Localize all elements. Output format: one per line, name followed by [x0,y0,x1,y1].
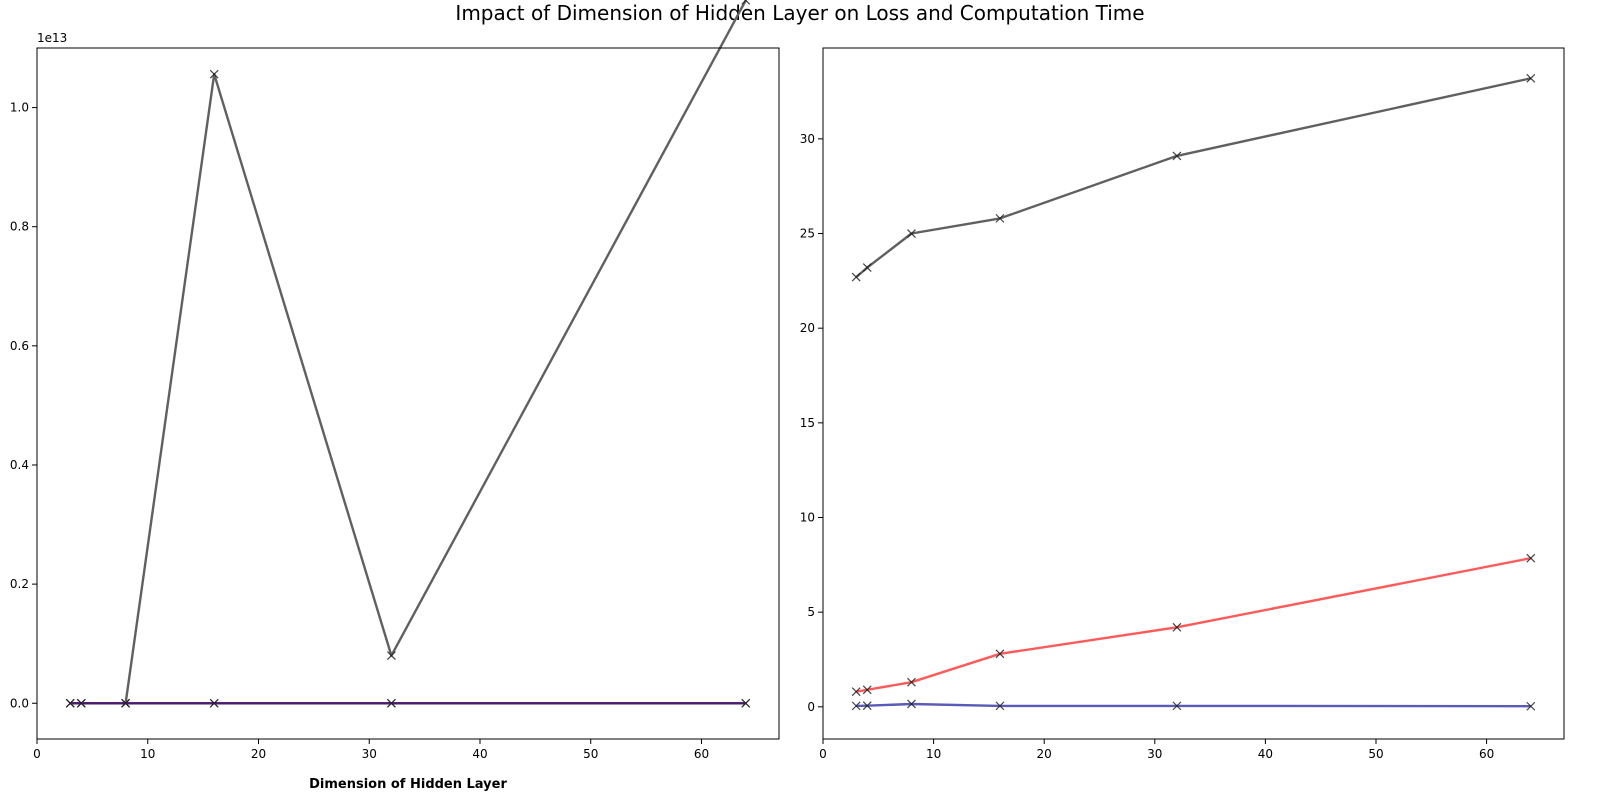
marker-stroke [862,701,872,711]
x-tick-label: 60 [694,747,709,761]
x-tick-label: 30 [1147,747,1162,761]
marker-stroke [741,698,751,708]
data-point [851,687,861,697]
marker-stroke [995,701,1005,711]
marker-stroke [862,685,872,695]
y-offset-label: 1e13 [37,31,67,45]
data-point [907,677,916,687]
marker-stroke [65,698,75,708]
marker-stroke [741,0,747,5]
y-tick-label: 10 [800,511,815,525]
x-tick-label: 10 [926,747,941,761]
y-tick-label: 15 [800,416,815,430]
data-point [862,685,872,695]
marker-stroke [1526,701,1536,711]
y-tick-label: 0.4 [10,458,29,472]
series-line-2 [856,702,1531,708]
marker-stroke [386,698,396,708]
marker-stroke [1172,622,1182,632]
plot-area-frame [822,47,1565,740]
marker-stroke [907,699,916,709]
data-point [995,701,1005,711]
data-point [1172,701,1182,711]
marker-stroke [386,651,396,661]
x-tick-label: 40 [472,747,487,761]
y-tick-label: 30 [800,132,815,146]
data-point [76,698,86,708]
marker-stroke [1172,151,1182,161]
data-point [907,699,916,709]
marker-stroke [851,701,861,711]
marker-stroke [209,69,219,79]
y-tick-label: 0.0 [10,696,29,710]
data-point [65,698,75,708]
x-tick-label: 40 [1258,747,1273,761]
data-point [1526,701,1536,711]
data-point [1172,622,1182,632]
x-tick-label: 10 [140,747,155,761]
marker-stroke [209,698,219,708]
y-tick-label: 20 [800,321,815,335]
marker-stroke [1172,701,1182,711]
y-tick-label: 0.6 [10,339,29,353]
data-point [209,69,219,79]
marker-stroke [121,698,131,708]
data-point [851,272,861,282]
data-point [862,263,872,273]
data-point [209,698,219,708]
marker-stroke [851,687,861,697]
right-chart: 0 10 20 30 40 50 60 0 5 10 15 20 25 30 [800,47,1565,761]
data-point [386,651,396,661]
left-chart: 0 10 20 30 40 50 60 0.0 0.2 0.4 0.6 0.8 1.0 1e13 Dimen… [10,0,780,792]
data-point [386,698,396,708]
data-point [851,701,861,711]
marker-stroke [851,272,861,282]
data-point [1526,553,1536,563]
series-line-0 [70,0,747,705]
data-point [741,0,751,5]
x-tick-label: 20 [1037,747,1052,761]
series-line-0 [855,77,1532,279]
y-tick-label: 0 [807,700,815,714]
y-tick-label: 25 [800,227,815,241]
x-tick-label: 0 [819,747,827,761]
data-point [1526,73,1536,83]
y-tick-label: 0.8 [10,220,29,234]
x-tick-label: 20 [251,747,266,761]
x-tick-label: 60 [1479,747,1494,761]
y-tick-label: 5 [807,605,815,619]
x-axis-label: Dimension of Hidden Layer [309,777,507,792]
data-point [862,701,872,711]
figure-title: Impact of Dimension of Hidden Layer on L… [455,1,1144,25]
data-point [1172,151,1182,161]
marker-stroke [862,263,872,273]
series-line-1 [855,557,1532,693]
marker-stroke [995,213,1005,223]
marker-stroke [995,649,1005,659]
marker-stroke [76,698,86,708]
x-tick-label: 30 [362,747,377,761]
marker-stroke [907,229,916,238]
marker-stroke [1526,553,1536,563]
data-point [907,229,916,238]
y-tick-label: 0.2 [10,577,29,591]
marker-stroke [1526,73,1536,83]
y-tick-label: 1.0 [10,101,29,115]
data-point [995,649,1005,659]
data-point [121,698,131,708]
x-tick-label: 50 [1368,747,1383,761]
data-point [995,213,1005,223]
x-tick-label: 0 [33,747,41,761]
data-point [741,698,751,708]
marker-stroke [907,677,916,687]
plot-area-frame [36,47,780,740]
x-tick-label: 50 [583,747,598,761]
